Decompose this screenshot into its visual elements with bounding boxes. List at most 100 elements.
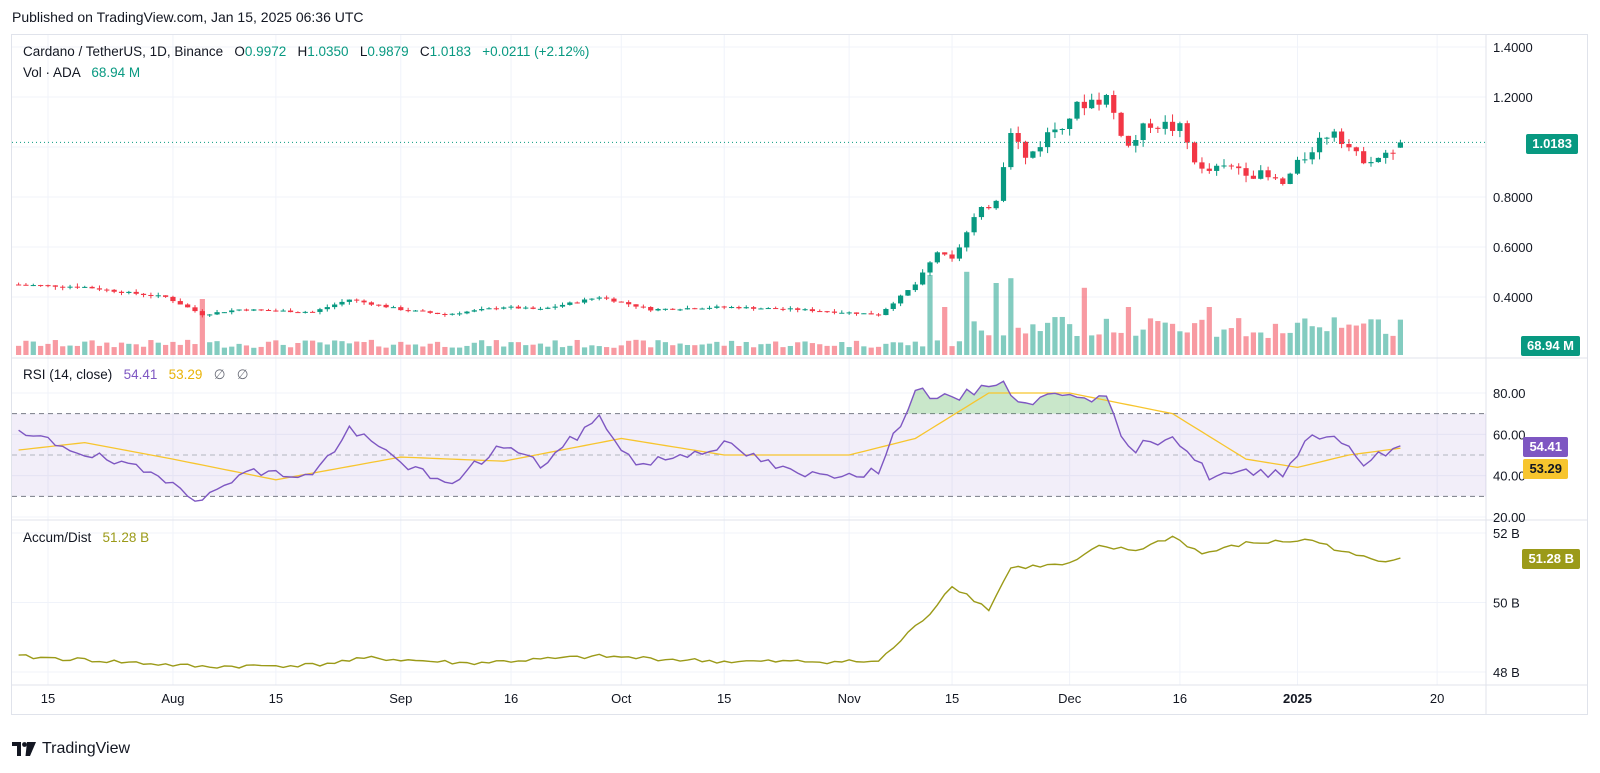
volume-bar bbox=[1030, 324, 1036, 355]
volume-bar bbox=[920, 346, 926, 355]
rsi-axis-tick: 40.00 bbox=[1493, 469, 1526, 484]
candle-body bbox=[155, 295, 161, 297]
candle-body bbox=[133, 291, 139, 294]
volume-bars bbox=[16, 271, 1403, 355]
volume-bar bbox=[905, 345, 911, 355]
symbol-title[interactable]: Cardano / TetherUS, 1D, Binance bbox=[23, 44, 224, 59]
volume-bar bbox=[1089, 335, 1095, 355]
volume-bar bbox=[354, 341, 360, 355]
volume-bar bbox=[1346, 324, 1352, 355]
volume-bar bbox=[111, 347, 117, 355]
rsi-ma-line bbox=[18, 392, 1401, 481]
volume-bar bbox=[986, 335, 992, 355]
volume-bar bbox=[773, 341, 779, 355]
candle-body bbox=[523, 307, 529, 309]
volume-bar bbox=[684, 344, 691, 355]
candle-body bbox=[773, 308, 779, 310]
chart-frame[interactable] bbox=[11, 34, 1588, 715]
ad-legend: Accum/Dist 51.28 B bbox=[23, 530, 149, 545]
tradingview-logo-icon[interactable] bbox=[12, 742, 36, 756]
volume-bar bbox=[251, 347, 257, 355]
candle-body bbox=[1074, 101, 1080, 119]
volume-bar bbox=[82, 341, 88, 355]
volume-bar bbox=[287, 347, 294, 355]
high-label: H bbox=[297, 44, 308, 59]
rsi-label[interactable]: RSI (14, close) bbox=[23, 367, 113, 382]
volume-bar bbox=[192, 344, 198, 355]
candle-body bbox=[1059, 128, 1065, 130]
candle-body bbox=[265, 310, 272, 312]
candle-body bbox=[383, 304, 389, 308]
candle-body bbox=[971, 217, 977, 233]
candle-body bbox=[537, 308, 544, 310]
candle-body bbox=[471, 310, 477, 312]
candle-body bbox=[82, 286, 88, 288]
volume-bar bbox=[1206, 307, 1212, 355]
volume-bar bbox=[714, 341, 720, 355]
volume-bar bbox=[780, 347, 786, 355]
candle-body bbox=[317, 309, 323, 312]
volume-bar bbox=[60, 346, 66, 355]
candle-body bbox=[332, 304, 338, 308]
candle-body bbox=[493, 308, 499, 310]
volume-bar bbox=[214, 341, 220, 355]
candle-body bbox=[956, 247, 962, 259]
time-axis-tick: Dec bbox=[1058, 691, 1082, 706]
candle-body bbox=[1206, 168, 1212, 171]
volume-bar bbox=[1280, 333, 1286, 355]
candle-body bbox=[1368, 162, 1374, 164]
time-axis-tick: 15 bbox=[717, 691, 731, 706]
volume-bar bbox=[1243, 336, 1249, 355]
volume-bar bbox=[118, 342, 125, 355]
candle-body bbox=[405, 310, 411, 312]
volume-bar bbox=[398, 341, 404, 355]
volume-bar bbox=[626, 340, 632, 355]
ad-label[interactable]: Accum/Dist bbox=[23, 530, 92, 545]
candle-body bbox=[853, 312, 860, 314]
volume-bar bbox=[1221, 329, 1227, 355]
candle-body bbox=[1067, 118, 1073, 129]
volume-bar bbox=[640, 340, 646, 355]
candle-body bbox=[295, 312, 301, 314]
volume-bar bbox=[956, 341, 962, 355]
candle-body bbox=[412, 310, 419, 312]
volume-bar bbox=[692, 345, 698, 355]
volume-bar bbox=[1353, 325, 1359, 355]
rsi-badge: 54.41 bbox=[1523, 437, 1568, 457]
volume-bar bbox=[802, 341, 808, 355]
footer-brand[interactable]: TradingView bbox=[42, 740, 131, 757]
candle-body bbox=[567, 302, 573, 305]
close-label: C bbox=[419, 44, 430, 59]
candle-body bbox=[177, 301, 183, 305]
candle-body bbox=[1221, 165, 1227, 167]
volume-bar bbox=[1155, 321, 1161, 355]
candle-body bbox=[618, 301, 624, 303]
volume-bar bbox=[427, 343, 433, 355]
candle-body bbox=[905, 290, 911, 296]
candle-body bbox=[545, 307, 551, 309]
candle-body bbox=[912, 284, 918, 291]
open-label: O bbox=[234, 44, 245, 59]
candle-body bbox=[60, 286, 66, 288]
open-value: 0.9972 bbox=[244, 44, 287, 59]
volume-bar bbox=[883, 343, 889, 355]
volume-bar bbox=[898, 342, 904, 355]
candle-body bbox=[574, 302, 580, 304]
volume-legend: Vol · ADA 68.94 M bbox=[23, 65, 140, 80]
volume-bar bbox=[596, 346, 602, 355]
volume-bar bbox=[324, 344, 330, 355]
volume-bar bbox=[971, 321, 977, 355]
candle-body bbox=[324, 307, 330, 310]
volume-bar bbox=[140, 346, 147, 355]
candle-body bbox=[508, 306, 514, 308]
volume-bar bbox=[861, 346, 867, 355]
volume-bar bbox=[1000, 335, 1007, 355]
volume-bar bbox=[221, 347, 227, 355]
volume-bar bbox=[177, 344, 183, 355]
volume-bar bbox=[817, 344, 823, 355]
volume-bar bbox=[273, 340, 279, 355]
volume-label[interactable]: Vol · ADA bbox=[23, 65, 81, 80]
volume-bar bbox=[310, 340, 316, 355]
volume-bar bbox=[332, 340, 338, 355]
